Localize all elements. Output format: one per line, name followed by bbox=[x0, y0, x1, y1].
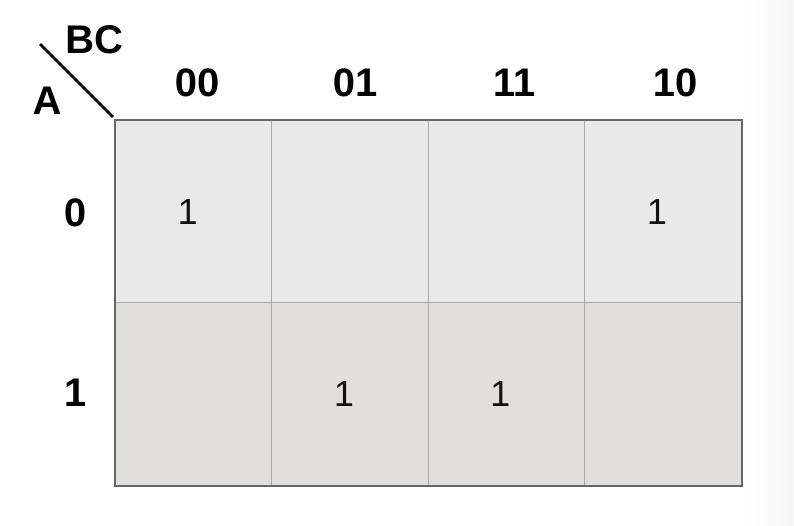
cell-value: 1 bbox=[333, 373, 354, 414]
row-header: 1 bbox=[63, 371, 87, 415]
map-cell: 1 bbox=[428, 303, 585, 485]
map-cell bbox=[584, 303, 741, 485]
background-shade bbox=[744, 0, 794, 526]
row-variable-label: A bbox=[32, 79, 62, 123]
karnaugh-map: 1 1 1 1 bbox=[114, 119, 743, 487]
column-header: 11 bbox=[492, 61, 536, 105]
column-header: 01 bbox=[332, 61, 378, 105]
column-header: 00 bbox=[174, 61, 220, 105]
map-cell bbox=[116, 303, 273, 485]
column-header: 10 bbox=[652, 61, 698, 105]
map-cell: 1 bbox=[116, 121, 273, 303]
cell-value: 1 bbox=[177, 190, 198, 232]
cell-value: 1 bbox=[646, 190, 667, 232]
map-cell bbox=[272, 121, 429, 303]
corner-diagonal bbox=[38, 42, 115, 119]
row-header: 0 bbox=[63, 191, 87, 235]
map-cell: 1 bbox=[272, 303, 429, 485]
cell-value: 1 bbox=[490, 373, 511, 414]
column-variable-label: BC bbox=[65, 18, 123, 62]
map-cell bbox=[428, 121, 585, 303]
map-cell: 1 bbox=[584, 121, 741, 303]
